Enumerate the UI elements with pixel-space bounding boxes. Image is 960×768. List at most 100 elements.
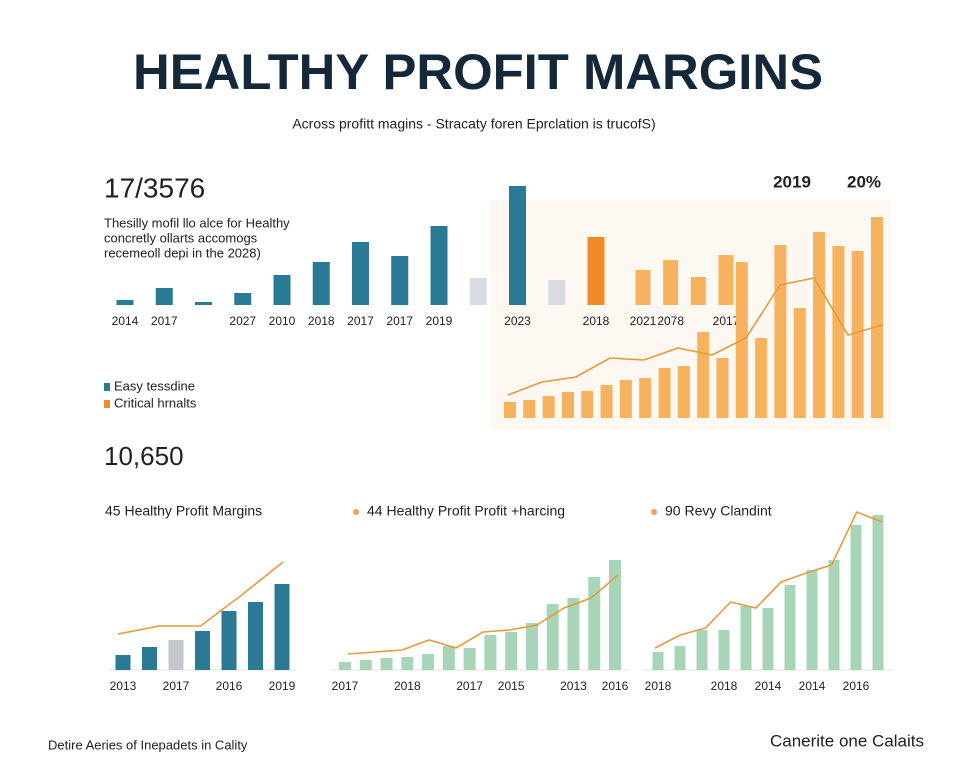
- bar: [762, 608, 774, 670]
- bar: [850, 525, 862, 670]
- x-tick-label: 2027: [229, 314, 256, 328]
- bar: [195, 302, 212, 305]
- second-number: 10,650: [104, 441, 184, 471]
- bar: [677, 366, 690, 418]
- bar: [793, 308, 806, 418]
- bar: [813, 232, 826, 418]
- title-bullet: [353, 509, 359, 515]
- bar: [380, 658, 393, 670]
- x-tick-label: 2017: [713, 314, 740, 328]
- x-tick-label: 2017: [456, 679, 483, 693]
- bar: [142, 647, 157, 670]
- x-tick-label: 2019: [269, 679, 296, 693]
- bar: [168, 640, 184, 670]
- bar: [463, 648, 476, 670]
- bar: [274, 584, 290, 670]
- x-tick-label: 2017: [332, 679, 359, 693]
- header-label: 2019: [773, 172, 811, 191]
- bar: [740, 606, 752, 670]
- bar: [548, 280, 566, 305]
- x-tick-label: 2013: [560, 679, 587, 693]
- x-tick-label: 2018: [308, 314, 335, 328]
- note-line: Thesilly mofil llo alce for Healthy: [104, 215, 290, 230]
- bar: [674, 646, 686, 670]
- bar: [716, 358, 729, 418]
- bar: [273, 275, 291, 305]
- bar: [588, 577, 601, 670]
- bar: [312, 262, 330, 305]
- chart-title: 90 Revy Clandint: [665, 503, 772, 519]
- bar: [469, 278, 487, 305]
- bar: [221, 611, 237, 670]
- x-tick-label: 2018: [583, 314, 610, 328]
- chart-title: 45 Healthy Profit Margins: [105, 503, 262, 519]
- bar: [690, 277, 706, 305]
- bar: [505, 632, 518, 670]
- bar: [871, 217, 883, 418]
- bar: [442, 646, 455, 670]
- bar: [430, 226, 448, 305]
- bar: [581, 391, 594, 418]
- x-tick-label: 2019: [426, 314, 453, 328]
- bar: [832, 246, 845, 418]
- x-tick-label: 2013: [110, 679, 137, 693]
- bar: [696, 630, 708, 670]
- chart-title: 44 Healthy Profit Profit +harcing: [367, 503, 565, 519]
- x-tick-label: 2015: [498, 679, 525, 693]
- panel-bg: [490, 200, 890, 430]
- bar: [484, 635, 497, 670]
- bar: [542, 396, 555, 418]
- x-tick-label: 2016: [843, 679, 870, 693]
- bar: [116, 300, 134, 305]
- x-tick-label: 2017: [163, 679, 190, 693]
- title-bullet: [651, 509, 657, 515]
- bar: [504, 402, 516, 418]
- footer-left: Detire Aeries of Inepadets in Cality: [48, 737, 248, 752]
- bar: [359, 660, 372, 670]
- bar: [567, 598, 580, 670]
- bar: [509, 186, 526, 305]
- legend-label: Critical hrnalts: [114, 395, 197, 410]
- bar: [561, 392, 574, 418]
- x-tick-label: 2014: [755, 679, 782, 693]
- legend-swatch: [104, 400, 110, 408]
- x-tick-label: 2016: [602, 679, 629, 693]
- x-tick-label: 2017: [151, 314, 178, 328]
- bar: [658, 368, 671, 418]
- bar: [718, 255, 734, 305]
- bar: [806, 570, 818, 670]
- x-tick-label: 2010: [269, 314, 296, 328]
- bar: [774, 245, 787, 418]
- bar: [652, 652, 664, 670]
- x-tick-label: 2014: [112, 314, 139, 328]
- bar: [401, 657, 414, 670]
- x-tick-label: 2018: [711, 679, 738, 693]
- bar: [784, 585, 796, 670]
- bar: [851, 251, 864, 418]
- note-line: recemeoll depi in the 2028): [104, 245, 261, 260]
- bar: [195, 631, 210, 670]
- bar: [546, 604, 559, 670]
- line: [117, 561, 284, 635]
- legend-label: Easy tessdine: [114, 378, 195, 393]
- bar: [234, 293, 252, 305]
- bar: [635, 270, 651, 305]
- bar: [352, 242, 369, 305]
- note-line: concretly ollarts accomogs: [104, 230, 258, 245]
- bar: [339, 662, 351, 670]
- line: [507, 277, 883, 396]
- line: [347, 574, 619, 655]
- bar: [639, 378, 652, 418]
- footer-right: Canerite one Calaits: [770, 731, 924, 750]
- bar: [828, 560, 840, 670]
- bar: [619, 380, 632, 418]
- bar: [155, 288, 173, 305]
- bar: [422, 654, 435, 670]
- bar: [755, 338, 768, 418]
- header-label: 20%: [847, 172, 881, 191]
- bar: [115, 655, 131, 670]
- bar: [872, 515, 884, 670]
- bar: [391, 256, 409, 305]
- x-tick-label: 2018: [645, 679, 672, 693]
